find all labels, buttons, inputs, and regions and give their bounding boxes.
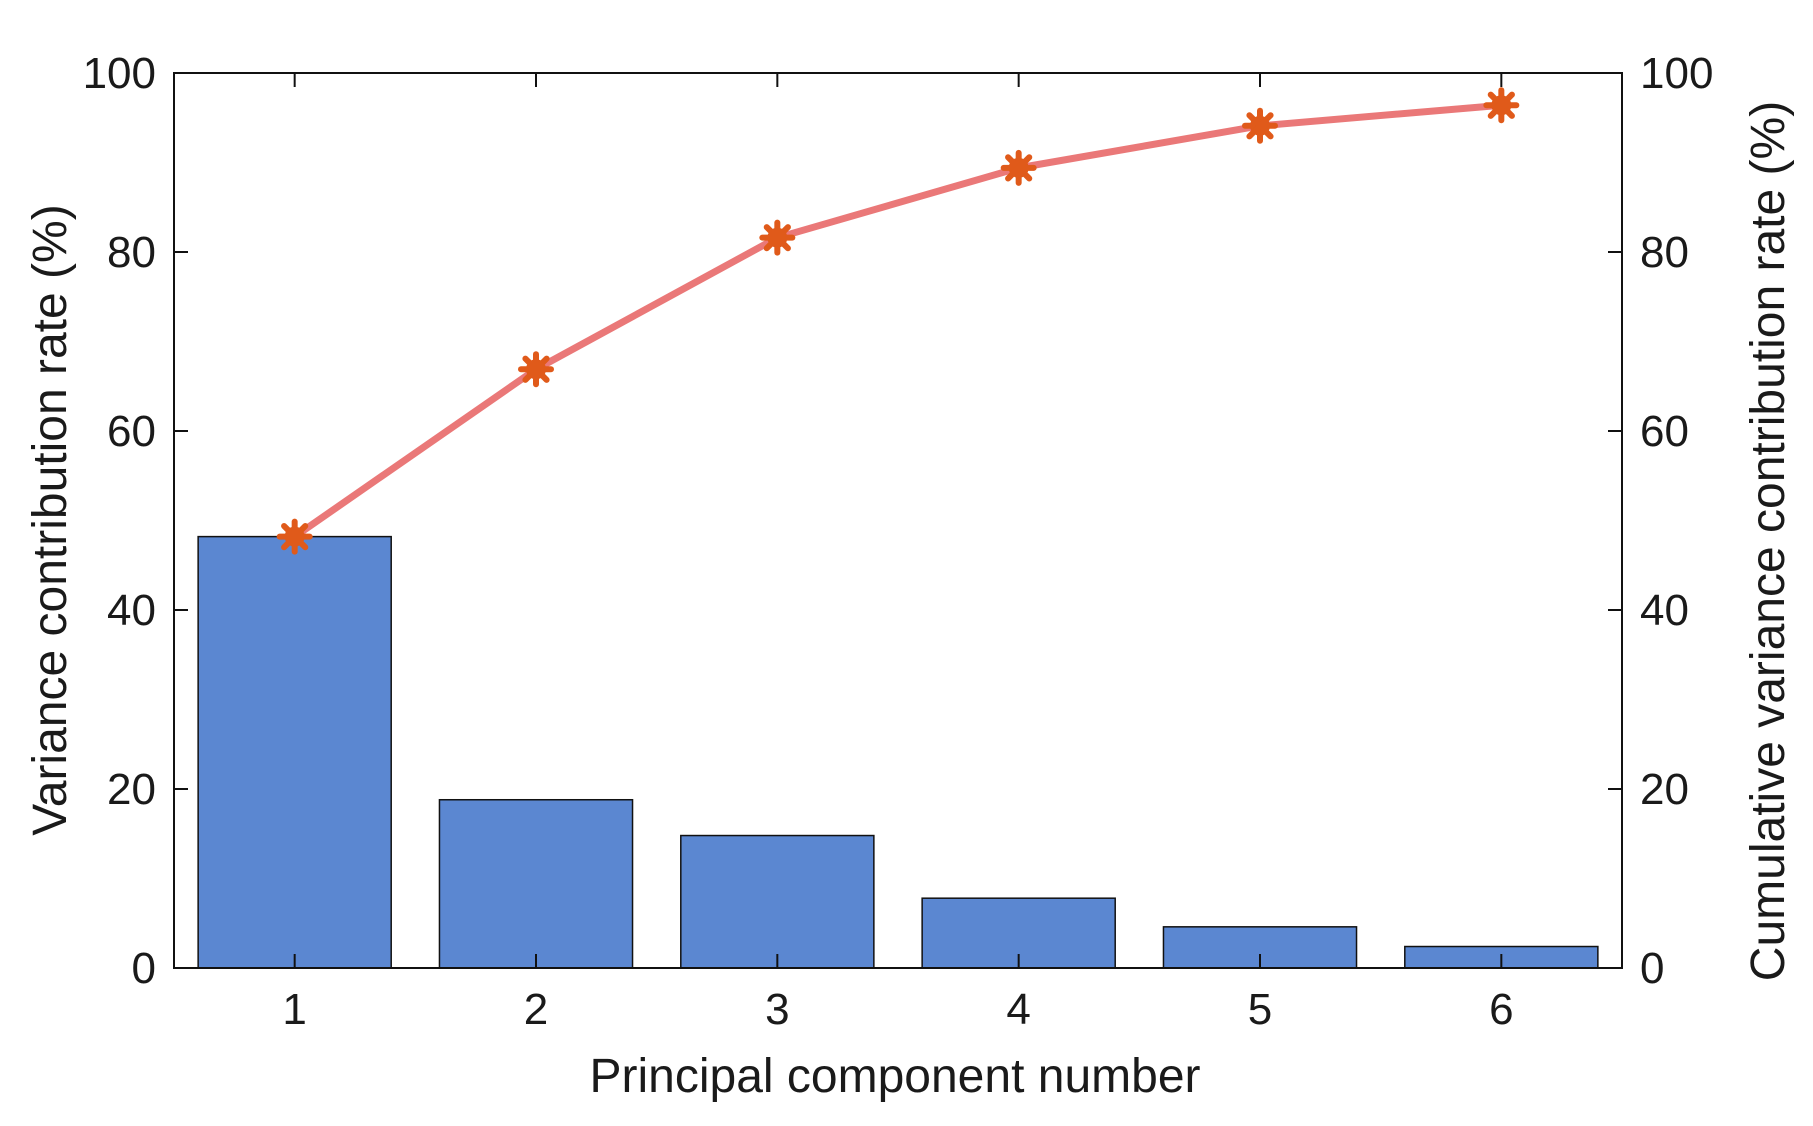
x-tick-label-3: 3 <box>765 985 789 1034</box>
x-tick-label-2: 2 <box>524 985 548 1034</box>
x-axis-title: Principal component number <box>590 1050 1201 1103</box>
cumulative-marker-3 <box>759 219 796 256</box>
y-tick-label-0: 0 <box>132 944 156 993</box>
x-tick-label-1: 1 <box>282 985 306 1034</box>
y2-tick-label-80: 80 <box>1640 228 1689 277</box>
cumulative-markers-layer <box>276 87 1520 555</box>
bars-layer <box>197 535 1599 969</box>
y2-tick-label-20: 20 <box>1640 765 1689 814</box>
y2-tick-label-0: 0 <box>1640 944 1664 993</box>
y2-axis-title: Cumulative variance contribution rate (%… <box>1742 101 1795 981</box>
bar-2 <box>438 798 634 969</box>
y-tick-label-40: 40 <box>107 586 156 635</box>
bar-1 <box>197 535 392 969</box>
x-tick-label-5: 5 <box>1248 985 1272 1034</box>
y-tick-label-100: 100 <box>83 49 156 98</box>
y2-tick-label-40: 40 <box>1640 586 1689 635</box>
axes-layer <box>173 72 1623 969</box>
x-tick-label-4: 4 <box>1006 985 1030 1034</box>
cumulative-marker-1 <box>276 518 313 555</box>
cumulative-marker-2 <box>518 351 554 388</box>
y-tick-label-20: 20 <box>107 765 156 814</box>
x-tick-label-6: 6 <box>1489 985 1513 1034</box>
cumulative-marker-6 <box>1483 87 1520 124</box>
y-axis-title: Variance contribution rate (%) <box>24 204 77 835</box>
cumulative-line-layer <box>291 101 1505 541</box>
y-tick-label-80: 80 <box>107 228 156 277</box>
y-tick-label-60: 60 <box>107 407 156 456</box>
cumulative-marker-4 <box>1000 149 1037 186</box>
bar-3 <box>680 834 875 969</box>
ticks-layer: 0 0 20 20 40 40 60 60 80 80 100 100 1 2 3 4 5 6 <box>83 49 1714 1034</box>
cumulative-marker-5 <box>1242 107 1278 144</box>
plot-frame <box>173 72 1623 969</box>
cumulative-line <box>291 101 1505 541</box>
y2-tick-label-60: 60 <box>1640 407 1689 456</box>
y2-tick-label-100: 100 <box>1640 49 1713 98</box>
